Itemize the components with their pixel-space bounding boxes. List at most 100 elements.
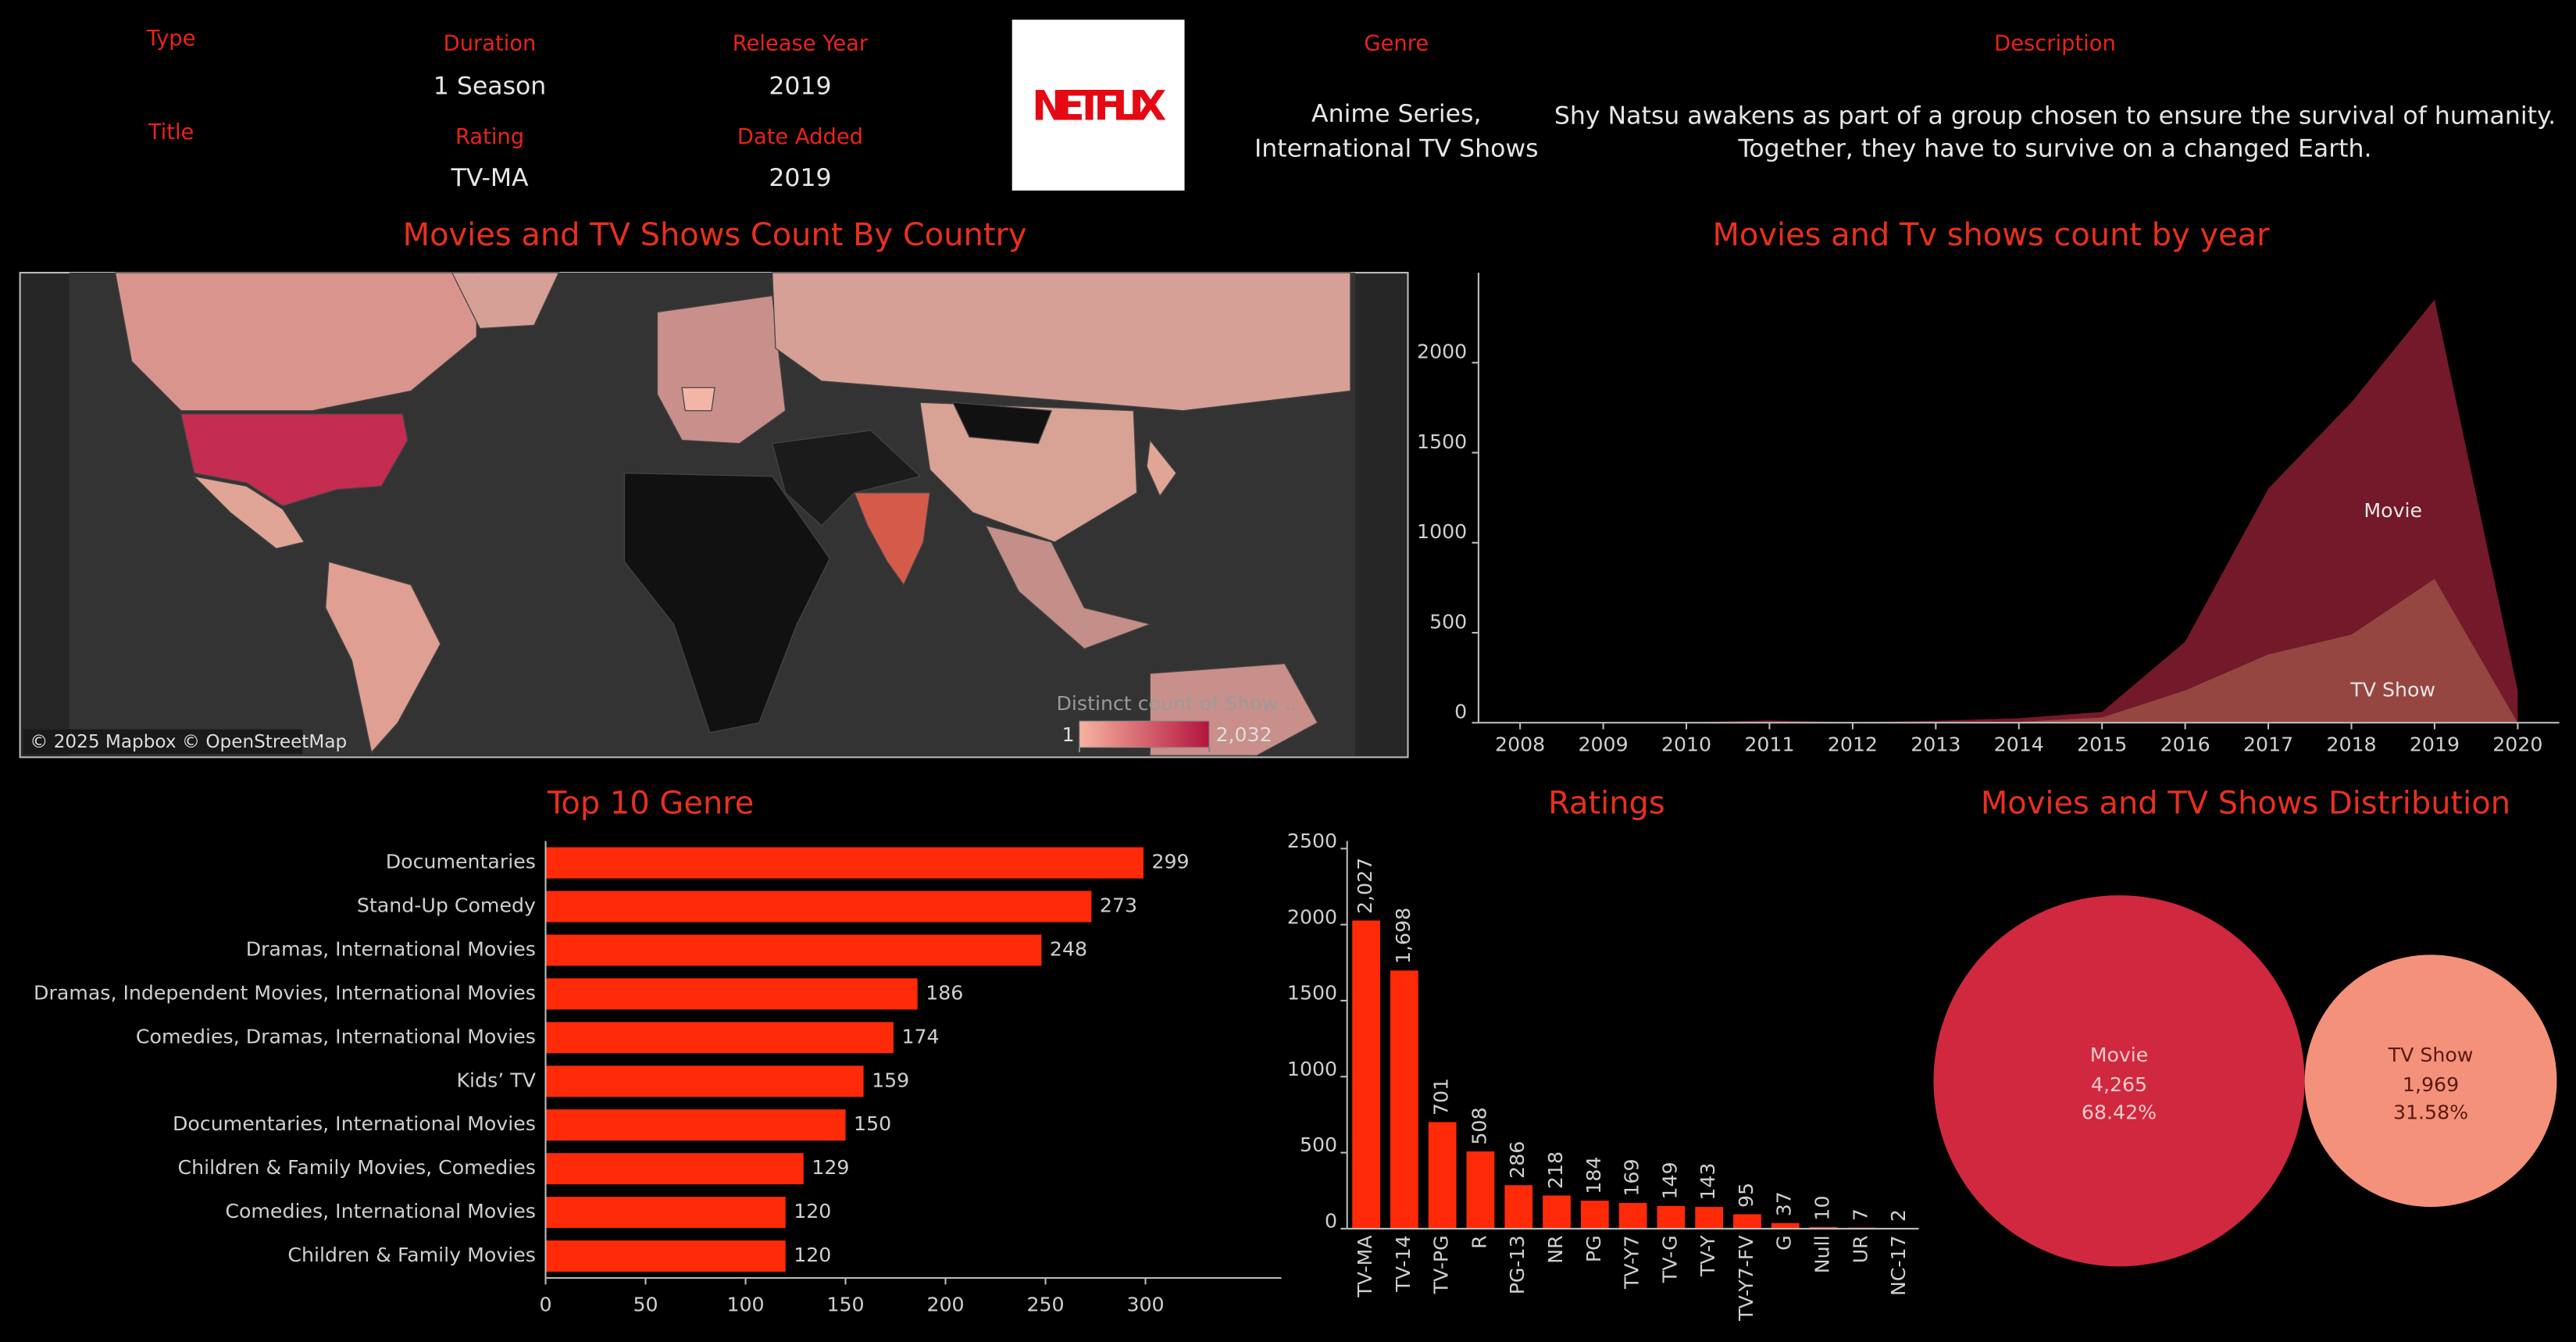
logo-box (1011, 20, 1185, 191)
category-label: NC-17 (1887, 1235, 1910, 1296)
category-label: TV-G (1658, 1235, 1681, 1283)
chart-title: Top 10 Genre (547, 785, 755, 821)
bar (1733, 1214, 1761, 1229)
category-label: NR (1544, 1235, 1567, 1263)
colorbar (1079, 720, 1210, 748)
category-label: TV-Y (1697, 1235, 1719, 1277)
value-label: 169 (1621, 1158, 1643, 1196)
country (656, 294, 787, 444)
description-label: Description (1994, 31, 2116, 55)
value-label: 7 (1849, 1208, 1871, 1221)
y-tick-label: 500 (1429, 610, 1467, 633)
y-tick-label: 1000 (1417, 520, 1467, 543)
value-label: 149 (1658, 1162, 1681, 1199)
value-label: 159 (872, 1069, 909, 1091)
duration-value: 1 Season (433, 72, 547, 100)
rating-label: Rating (455, 125, 524, 149)
y-tick-label: 2000 (1287, 905, 1337, 928)
value-label: 218 (1544, 1151, 1567, 1189)
duration-label: Duration (444, 31, 537, 55)
release-year-value: 2019 (769, 72, 831, 100)
bar (545, 1153, 804, 1185)
y-tick-label: 1500 (1287, 982, 1337, 1005)
bar (1580, 1201, 1609, 1229)
bar (1466, 1151, 1495, 1229)
country (681, 387, 715, 412)
x-tick-label: 2013 (1911, 733, 1961, 756)
country (192, 475, 305, 550)
value-label: 150 (854, 1112, 891, 1135)
bubble-value: 1,969 (2403, 1073, 2459, 1096)
value-label: 286 (1506, 1141, 1529, 1179)
legend-title: Distinct count of Show .. (1057, 692, 1297, 715)
x-tick-label: 50 (633, 1294, 658, 1316)
value-label: 2,027 (1354, 858, 1376, 914)
value-label: 1,698 (1392, 908, 1415, 964)
x-tick-label: 2016 (2160, 733, 2210, 756)
bubble-value: 4,265 (2091, 1073, 2147, 1096)
colorbar-label: 1 (1062, 723, 1075, 746)
x-tick-label: 2018 (2326, 733, 2376, 756)
bubble (2304, 955, 2557, 1208)
value-label: 174 (901, 1025, 939, 1048)
category-label: PG-13 (1506, 1235, 1529, 1294)
x-tick-label: 2019 (2410, 733, 2460, 756)
bar (1504, 1185, 1533, 1229)
x-tick-label: 2010 (1661, 733, 1711, 756)
country (180, 413, 409, 507)
x-tick-label: 2011 (1744, 733, 1794, 756)
bar (1390, 970, 1418, 1229)
x-tick-label: 150 (826, 1294, 864, 1316)
value-label: 120 (794, 1244, 831, 1266)
country (951, 402, 1053, 444)
bar (1543, 1195, 1571, 1229)
category-label: Null (1811, 1235, 1834, 1273)
chart-title: Movies and TV Shows Distribution (1981, 785, 2510, 821)
country (772, 272, 1351, 412)
value-label: 95 (1735, 1183, 1757, 1208)
country (325, 561, 441, 754)
value-label: 299 (1151, 851, 1189, 873)
value-label: 37 (1773, 1191, 1796, 1216)
value-label: 129 (812, 1156, 849, 1179)
bar (545, 978, 918, 1010)
bar (545, 1240, 786, 1272)
attribution-box (23, 729, 303, 755)
y-tick-label: 2500 (1287, 830, 1337, 852)
bar (1657, 1205, 1686, 1229)
description-line: Together, they have to survive on a chan… (1737, 134, 2371, 162)
chart-title: Ratings (1548, 785, 1665, 821)
date-added-value: 2019 (769, 164, 831, 192)
value-label: 143 (1697, 1163, 1719, 1201)
description-line: Shy Natsu awakens as part of a group cho… (1554, 102, 2556, 130)
chart-title: Movies and Tv shows count by year (1712, 217, 2270, 253)
category-label: Stand-Up Comedy (357, 894, 536, 917)
genre-line: Anime Series, (1311, 100, 1481, 128)
x-tick-label: 2014 (1994, 733, 2044, 756)
value-label: 273 (1100, 894, 1137, 917)
category-label: TV-MA (1354, 1235, 1376, 1298)
category-label: Documentaries (386, 851, 536, 873)
bar (1618, 1203, 1647, 1229)
bubble-share: 68.42% (2082, 1101, 2157, 1124)
bar (1695, 1207, 1724, 1229)
x-tick-label: 2012 (1828, 733, 1878, 756)
bar (545, 934, 1042, 966)
bar (545, 847, 1144, 879)
bar (545, 1022, 894, 1054)
category-label: Dramas, Independent Movies, Internationa… (34, 981, 536, 1004)
value-label: 701 (1430, 1078, 1453, 1115)
type-label: Type (146, 27, 196, 51)
country (984, 524, 1152, 650)
release-year-label: Release Year (733, 31, 869, 55)
attribution: © 2025 Mapbox © OpenStreetMap (30, 732, 347, 752)
chart-title: Movies and TV Shows Count By Country (403, 217, 1027, 253)
bubble (1933, 895, 2305, 1267)
genre-line: International TV Shows (1254, 134, 1539, 162)
date-added-label: Date Added (737, 125, 863, 149)
category-label: Comedies, Dramas, International Movies (136, 1025, 536, 1048)
bar (1771, 1222, 1800, 1229)
category-label: Children & Family Movies (287, 1244, 536, 1266)
category-label: G (1773, 1235, 1796, 1251)
